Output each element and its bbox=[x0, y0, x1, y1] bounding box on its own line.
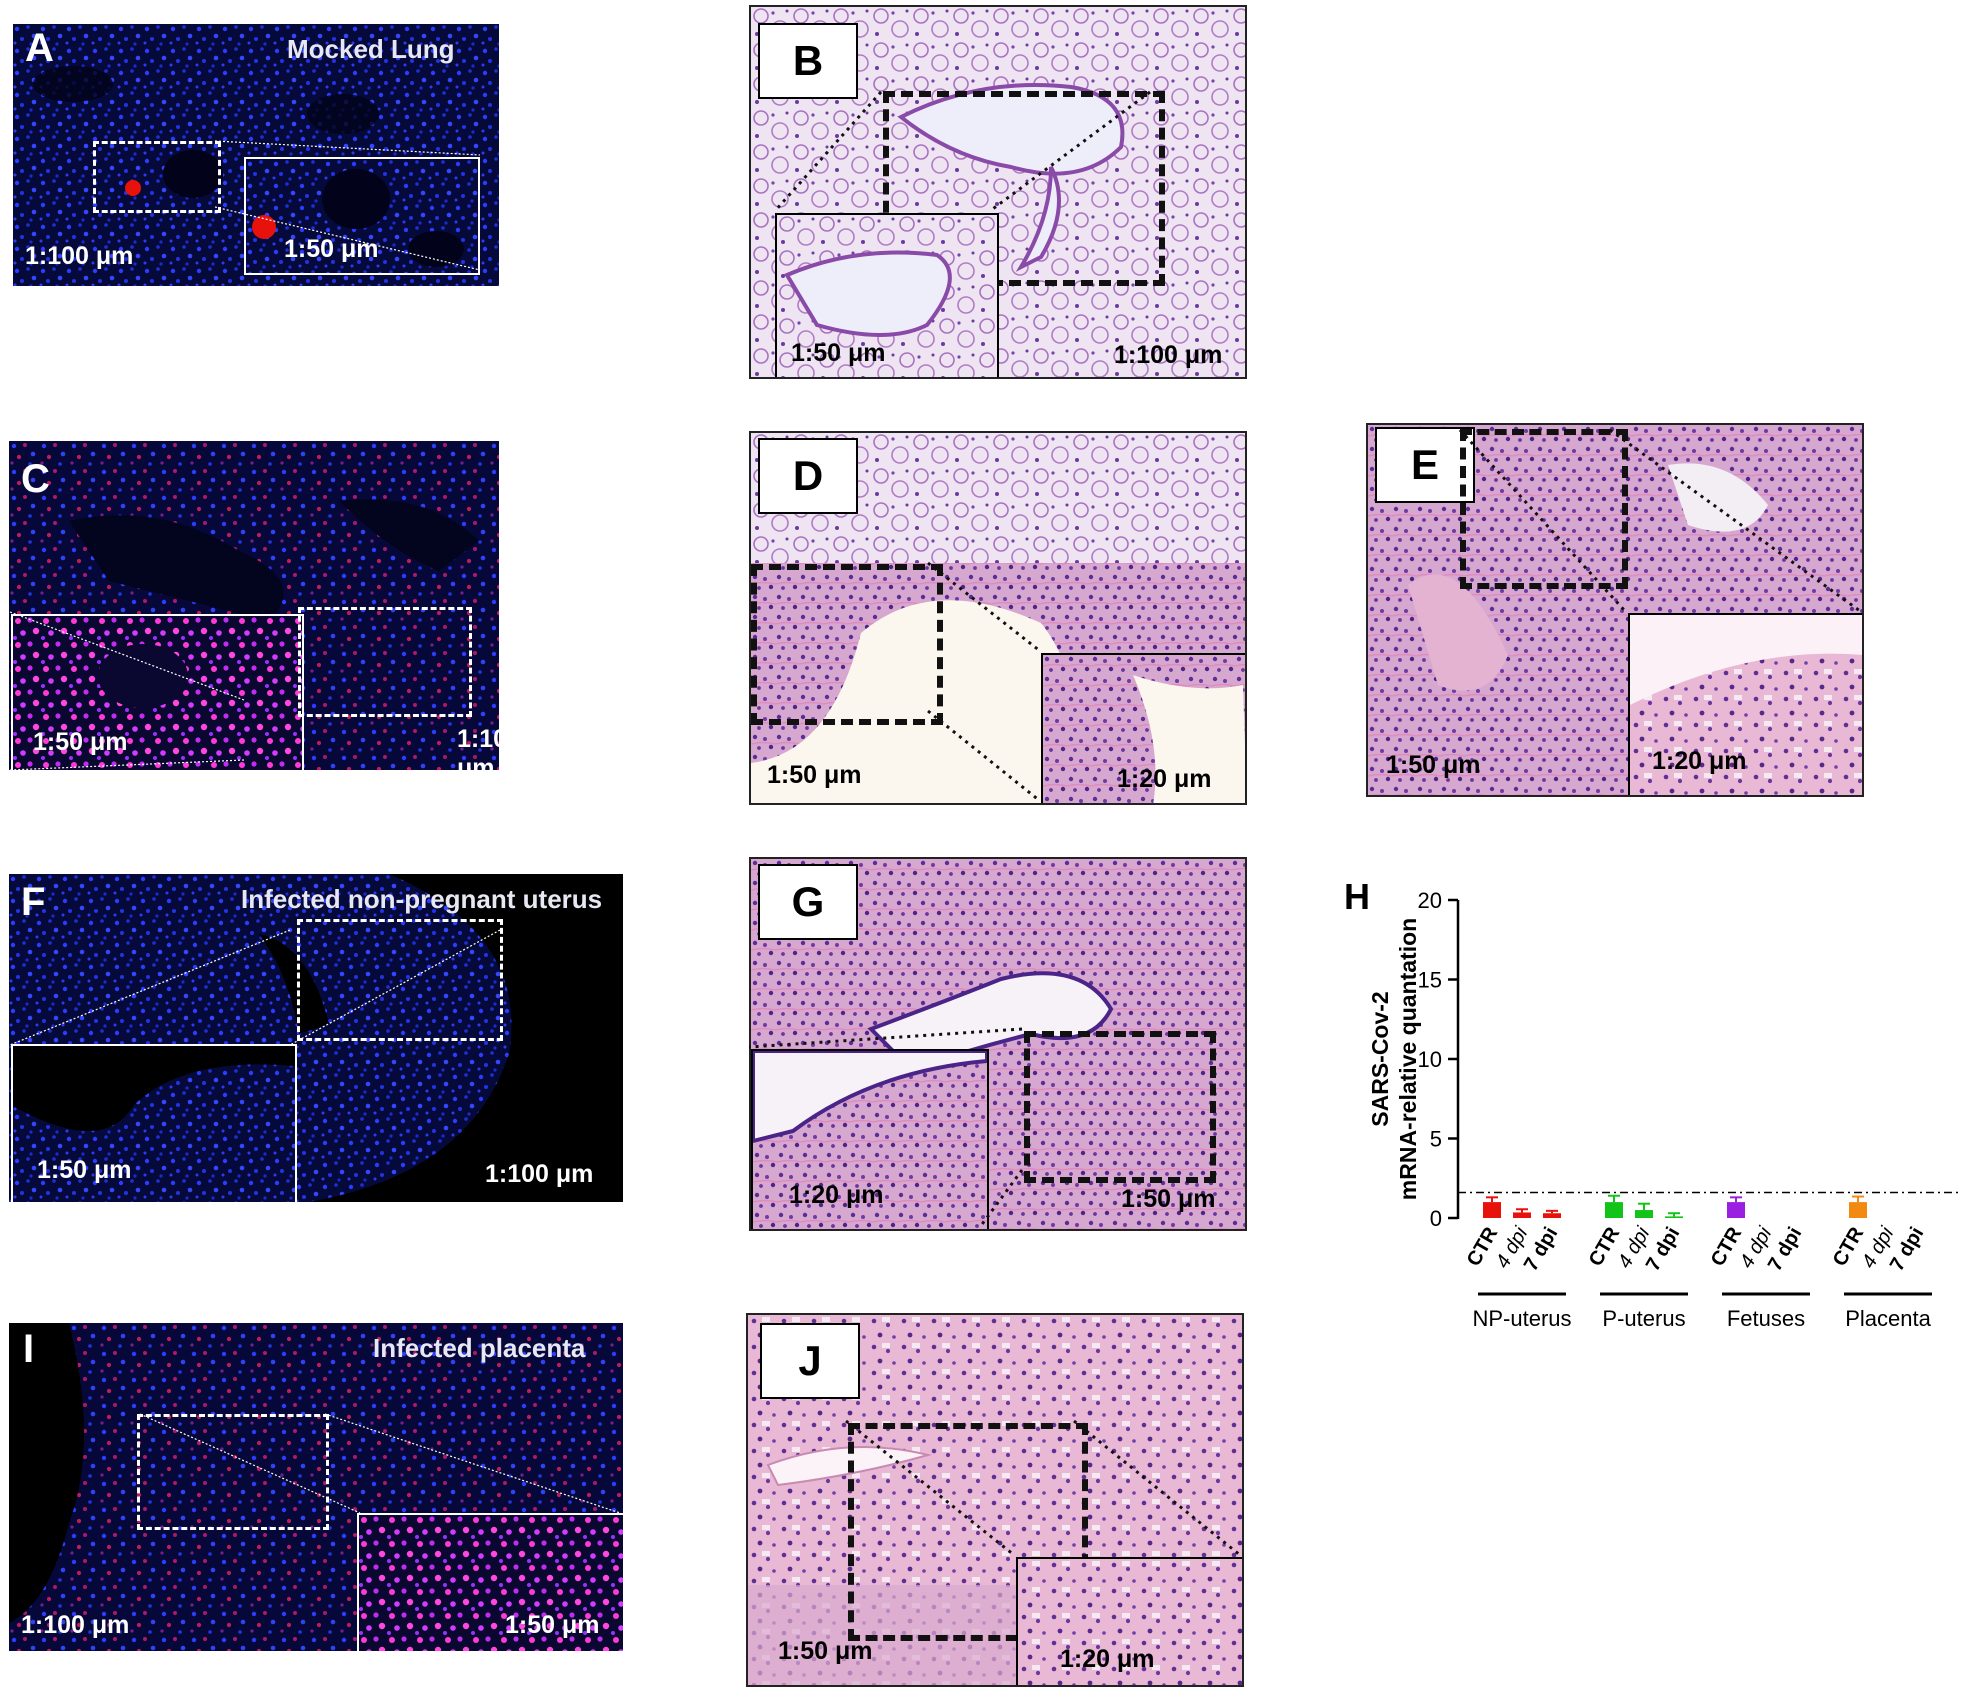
panel-f-infected-np-uterus: F Infected non-pregnant uterus 1:50 μm 1… bbox=[9, 874, 623, 1202]
panel-e-infected-lung-he: E 1:20 μm 1:50 μm bbox=[1366, 423, 1864, 797]
panel-b-inset-scale: 1:50 μm bbox=[791, 339, 886, 367]
panel-h-chart: H 0 5 10 15 20 SARS-Cov-2mRNA-relative quanta… bbox=[1330, 870, 1970, 1350]
panel-c-infected-lung: C 1:50 μm 1:100 μm bbox=[9, 441, 499, 770]
group-label: NP-uterus bbox=[1472, 1306, 1571, 1331]
group-label: Fetuses bbox=[1727, 1306, 1805, 1331]
panel-i-scale: 1:100 μm bbox=[21, 1611, 130, 1639]
panel-a-inset-scale: 1:50 μm bbox=[284, 235, 379, 263]
bar bbox=[1727, 1202, 1745, 1218]
panel-f-title: Infected non-pregnant uterus bbox=[241, 884, 603, 914]
panel-f-zoom-box bbox=[297, 919, 503, 1041]
panel-a-scale: 1:100 μm bbox=[25, 242, 134, 270]
bar bbox=[1635, 1210, 1653, 1218]
panel-a-title: Mocked Lung bbox=[287, 34, 455, 64]
panel-a-letter: A bbox=[25, 26, 54, 70]
y-tick-label: 15 bbox=[1418, 968, 1442, 993]
panel-e-inset: 1:20 μm bbox=[1628, 613, 1862, 795]
panel-f-inset-scale: 1:50 μm bbox=[37, 1156, 132, 1184]
panel-b-inset: 1:50 μm bbox=[775, 213, 999, 377]
panel-f-scale: 1:100 μm bbox=[485, 1160, 594, 1188]
panel-c-inset-scale: 1:50 μm bbox=[33, 728, 128, 756]
panel-d-inset: 1:20 μm bbox=[1041, 653, 1245, 803]
panel-f-inset: 1:50 μm bbox=[11, 1044, 297, 1202]
panel-i-infected-placenta: I Infected placenta 1:50 μm 1:100 μm bbox=[9, 1323, 623, 1651]
bar bbox=[1513, 1212, 1531, 1218]
y-tick-label: 5 bbox=[1430, 1127, 1442, 1152]
panel-c-zoom-box bbox=[298, 607, 472, 717]
panel-e-scale: 1:50 μm bbox=[1386, 751, 1481, 779]
y-tick-label: 20 bbox=[1418, 888, 1442, 913]
panel-g-infected-np-uterus-he: G 1:20 μm 1:50 μm bbox=[749, 857, 1247, 1231]
panel-d-zoom-box bbox=[751, 564, 943, 725]
panel-a-zoom-box bbox=[93, 141, 221, 213]
panel-d-inset-scale: 1:20 μm bbox=[1117, 765, 1212, 793]
panel-g-inset: 1:20 μm bbox=[751, 1049, 989, 1229]
panel-j-infected-placenta-he: J 1:20 μm 1:50 μm bbox=[746, 1313, 1244, 1687]
bar bbox=[1665, 1216, 1683, 1218]
group-label: P-uterus bbox=[1602, 1306, 1685, 1331]
panel-e-inset-scale: 1:20 μm bbox=[1652, 747, 1747, 775]
panel-j-letter: J bbox=[760, 1323, 860, 1399]
panel-c-letter: C bbox=[21, 457, 50, 501]
panel-g-scale: 1:50 μm bbox=[1121, 1185, 1216, 1213]
panel-j-scale: 1:50 μm bbox=[778, 1637, 873, 1665]
y-tick-label: 0 bbox=[1430, 1206, 1442, 1231]
panel-i-inset: 1:50 μm bbox=[357, 1513, 623, 1651]
panel-d-infected-lung-he: D 1:20 μm 1:50 μm bbox=[749, 431, 1247, 805]
panel-a-mocked-lung: A Mocked Lung 1:50 μm 1:100 μm bbox=[13, 24, 499, 286]
panel-g-letter: G bbox=[758, 864, 858, 940]
panel-g-inset-scale: 1:20 μm bbox=[789, 1181, 884, 1209]
panel-f-letter: F bbox=[21, 880, 46, 924]
panel-b-scale: 1:100 μm bbox=[1114, 341, 1223, 369]
panel-c-scale: 1:100 μm bbox=[457, 725, 499, 770]
panel-a-inset: 1:50 μm bbox=[244, 157, 480, 275]
panel-b-mocked-lung-he: B 1:50 μm 1:100 μm bbox=[749, 5, 1247, 379]
panel-e-zoom-box bbox=[1460, 429, 1628, 589]
panel-d-letter: D bbox=[758, 438, 858, 514]
panel-c-inset: 1:50 μm bbox=[11, 614, 304, 770]
panel-e-letter: E bbox=[1375, 427, 1475, 503]
panel-j-inset: 1:20 μm bbox=[1016, 1557, 1242, 1685]
bar bbox=[1849, 1202, 1867, 1218]
panel-i-title: Infected placenta bbox=[373, 1333, 586, 1363]
panel-b-letter: B bbox=[758, 23, 858, 99]
bar bbox=[1483, 1202, 1501, 1218]
panel-d-scale: 1:50 μm bbox=[767, 761, 862, 789]
y-axis-label: SARS-Cov-2mRNA-relative quantation bbox=[1367, 918, 1421, 1200]
panel-i-letter: I bbox=[23, 1327, 35, 1371]
bar bbox=[1605, 1202, 1623, 1218]
bar-chart: 0 5 10 15 20 SARS-Cov-2mRNA-relative quantati… bbox=[1367, 888, 1960, 1331]
panel-j-inset-scale: 1:20 μm bbox=[1060, 1645, 1155, 1673]
panel-h-letter: H bbox=[1344, 876, 1370, 917]
panel-g-zoom-box bbox=[1024, 1031, 1216, 1183]
y-tick-label: 10 bbox=[1418, 1047, 1442, 1072]
panel-i-inset-scale: 1:50 μm bbox=[505, 1611, 600, 1639]
bar bbox=[1543, 1213, 1561, 1218]
group-label: Placenta bbox=[1845, 1306, 1931, 1331]
panel-i-zoom-box bbox=[137, 1414, 329, 1530]
